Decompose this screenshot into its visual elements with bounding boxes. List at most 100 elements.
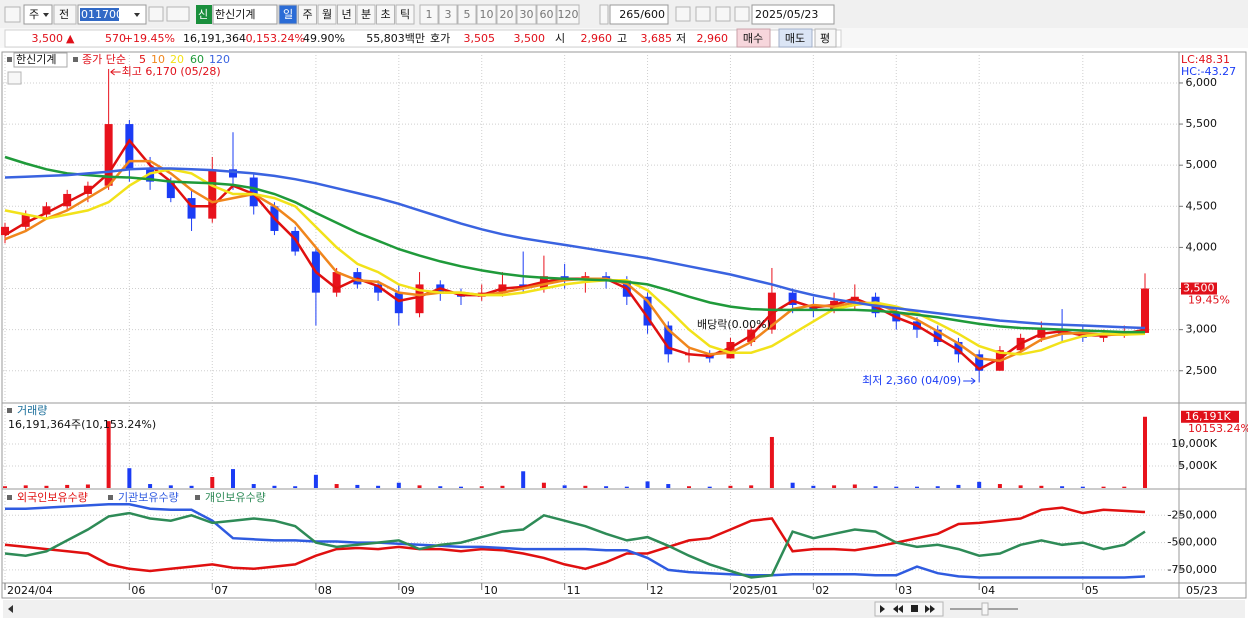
volume-bar xyxy=(438,486,443,488)
minute: 10 xyxy=(480,8,494,21)
volume-bar xyxy=(44,485,49,488)
zoom-thumb[interactable] xyxy=(981,602,989,616)
sell-button[interactable] xyxy=(778,28,813,48)
volume-bar xyxy=(376,485,381,488)
buy: 매수 xyxy=(743,32,763,45)
minute-button[interactable] xyxy=(496,4,517,25)
candle-body xyxy=(374,284,383,293)
interval-button[interactable] xyxy=(356,4,376,25)
volume-bar xyxy=(459,486,463,488)
minute-button[interactable] xyxy=(476,4,497,25)
spin[interactable] xyxy=(599,4,609,25)
table-icon[interactable] xyxy=(7,71,22,85)
interval-button[interactable] xyxy=(337,4,356,25)
volume-bar xyxy=(997,484,1002,488)
title-box xyxy=(13,52,68,68)
volume-bar xyxy=(106,421,111,488)
count-box[interactable] xyxy=(609,4,669,25)
volume-bar xyxy=(935,486,940,488)
name-box[interactable] xyxy=(212,4,278,25)
volume-bar xyxy=(500,485,505,488)
ma-line xyxy=(4,168,1146,356)
prev-button[interactable] xyxy=(53,4,77,25)
legend-entry: 외국인보유수량 xyxy=(17,491,88,504)
y-tick-label: 5,000 xyxy=(1186,158,1218,171)
playback-controls[interactable] xyxy=(874,601,944,617)
volume-bar xyxy=(65,484,70,488)
search-icon[interactable] xyxy=(148,6,164,22)
y-tick-label: 5,500 xyxy=(1186,117,1218,130)
candle-body xyxy=(208,169,217,219)
candle-body xyxy=(975,354,984,371)
interval-button[interactable] xyxy=(298,4,317,25)
interval-button[interactable] xyxy=(376,4,395,25)
candle-body xyxy=(332,272,341,293)
minute-button[interactable] xyxy=(556,4,580,25)
candle-body xyxy=(21,214,30,227)
high-annotation: 최고 6,170 (05/28) xyxy=(122,65,221,78)
legend-entry: 60 xyxy=(190,53,204,66)
ma-line xyxy=(4,167,1146,330)
minute-button[interactable] xyxy=(536,4,557,25)
save-icon[interactable] xyxy=(715,6,731,22)
volume-bar xyxy=(168,485,173,488)
open-label: 시 xyxy=(555,32,565,45)
volume-bar xyxy=(956,484,961,488)
interval-button[interactable] xyxy=(317,4,337,25)
tool-icons[interactable] xyxy=(1025,603,1240,615)
date: 2025/05/23 xyxy=(755,8,818,21)
minute-button[interactable] xyxy=(516,4,537,25)
y-tick-label: 10,000K xyxy=(1171,437,1217,450)
open: 2,960 xyxy=(581,32,613,45)
bid: 3,500 xyxy=(514,32,546,45)
minute-button[interactable] xyxy=(419,4,439,25)
x-tick-label: 2025/01 xyxy=(732,584,778,597)
volume-bar xyxy=(127,468,132,488)
candle-body xyxy=(249,177,258,207)
interval-button[interactable] xyxy=(395,4,415,25)
ma-line xyxy=(4,155,1145,334)
interval: 일 xyxy=(283,7,293,21)
candle-body xyxy=(664,325,673,355)
tool-icon[interactable] xyxy=(695,6,711,22)
volume-bar xyxy=(1122,486,1127,488)
date-box[interactable] xyxy=(751,4,835,25)
avg-button[interactable] xyxy=(814,28,837,48)
period-select[interactable] xyxy=(23,4,53,25)
sound-icon[interactable] xyxy=(166,6,190,22)
candle-body xyxy=(788,292,797,305)
x-tick-label: 12 xyxy=(650,584,664,597)
interval: 주 xyxy=(302,8,312,21)
volume-bar xyxy=(417,485,422,488)
y-tick-label: 6,000 xyxy=(1186,76,1218,89)
volume-bar xyxy=(521,471,526,488)
volume-bar xyxy=(251,484,256,488)
volume-bar xyxy=(687,486,691,488)
y-tick-label: 4,500 xyxy=(1186,199,1218,212)
chart-frame xyxy=(1,51,1247,599)
candle-body xyxy=(125,124,134,170)
minute-button[interactable] xyxy=(438,4,458,25)
line-series xyxy=(4,511,1146,579)
minute-button[interactable] xyxy=(457,4,477,25)
volume-bar xyxy=(707,486,712,488)
legend: 외국인보유수량 기관보유수량 개인보유수량 xyxy=(7,491,266,504)
menu-icon[interactable] xyxy=(4,6,21,23)
interval-button[interactable] xyxy=(278,4,298,25)
interval: 년 xyxy=(341,8,351,21)
quote-box xyxy=(4,29,842,48)
volume-bar xyxy=(562,485,567,488)
volume-bar xyxy=(749,485,754,488)
legend-marker xyxy=(195,495,200,500)
candle-body xyxy=(394,292,403,314)
buy-button[interactable] xyxy=(736,28,771,48)
tool-icon[interactable] xyxy=(675,6,691,22)
scroll-left[interactable] xyxy=(8,605,13,613)
ask: 3,505 xyxy=(464,32,496,45)
volume-bar xyxy=(790,482,795,488)
y-tick-label: -250,000 xyxy=(1168,508,1217,521)
candle-body xyxy=(63,193,72,207)
y-tick-label: -500,000 xyxy=(1168,536,1217,549)
settings-icon[interactable] xyxy=(734,6,750,22)
y-tick-label: 3,000 xyxy=(1186,323,1218,336)
